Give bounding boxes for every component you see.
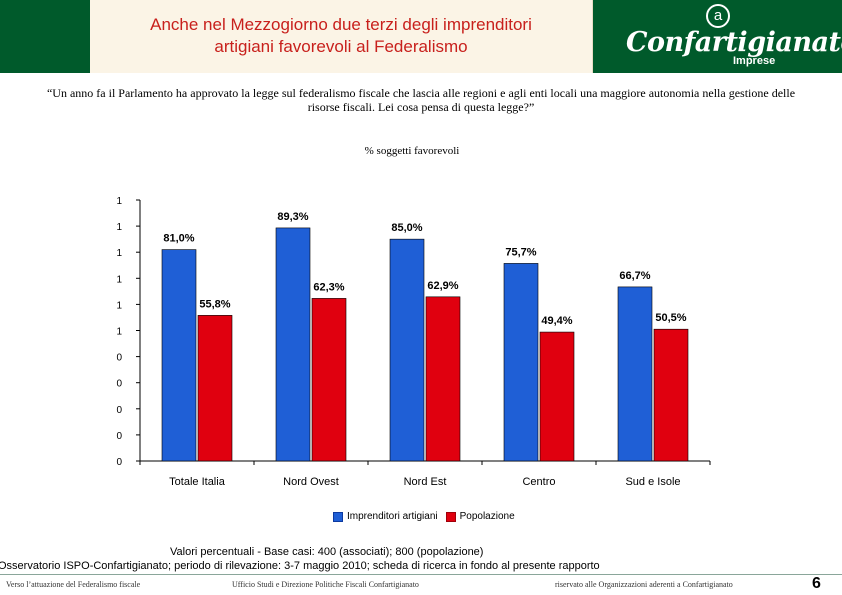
footer-divider xyxy=(0,574,842,575)
y-tick-label: 1 xyxy=(116,327,122,338)
legend-swatch-artigiani xyxy=(333,511,343,522)
title-line-2: artigiani favorevoli al Federalismo xyxy=(214,37,468,56)
y-tick-label: 0 xyxy=(116,405,122,416)
y-tick-label: 0 xyxy=(116,457,122,468)
logo-subtitle: Imprese xyxy=(733,55,776,67)
y-tick-label: 1 xyxy=(116,300,122,311)
data-label: 75,7% xyxy=(505,246,536,258)
legend-item-artigiani: Imprenditori artigiani xyxy=(333,511,438,522)
data-label: 85,0% xyxy=(391,222,422,234)
bar-artigiani xyxy=(503,263,539,462)
x-category-label: Nord Est xyxy=(404,476,447,488)
page-title: Anche nel Mezzogiorno due terzi degli im… xyxy=(90,14,592,58)
x-category-label: Nord Ovest xyxy=(283,476,339,488)
data-label: 89,3% xyxy=(277,211,308,223)
data-label: 81,0% xyxy=(163,233,194,245)
title-line-1: Anche nel Mezzogiorno due terzi degli im… xyxy=(150,15,532,34)
footer-right: riservato alle Organizzazioni aderenti a… xyxy=(555,580,733,589)
legend-item-popolazione: Popolazione xyxy=(445,511,515,522)
y-tick-label: 0 xyxy=(116,431,122,442)
page-number: 6 xyxy=(812,575,821,592)
unit-label: % soggetti favorevoli xyxy=(364,145,460,157)
data-label: 66,7% xyxy=(619,270,650,282)
y-tick-label: 1 xyxy=(116,274,122,285)
bar-popolazione xyxy=(653,328,689,462)
bar-popolazione xyxy=(311,298,347,462)
y-tick-label: 0 xyxy=(116,353,122,364)
bar-popolazione xyxy=(539,331,575,462)
chart-legend: Imprenditori artigiani Popolazione xyxy=(333,511,523,522)
footer-center: Ufficio Studi e Direzione Politiche Fisc… xyxy=(232,580,419,589)
bar-popolazione xyxy=(425,296,461,462)
x-category-label: Totale Italia xyxy=(169,476,226,488)
data-label: 62,9% xyxy=(427,280,458,292)
source-note: Osservatorio ISPO-Confartigianato; perio… xyxy=(0,560,600,572)
x-category-label: Centro xyxy=(522,476,555,488)
title-box: Anche nel Mezzogiorno due terzi degli im… xyxy=(90,0,593,73)
logo-name: Confartigianato xyxy=(626,27,842,58)
y-tick-label: 1 xyxy=(116,222,122,233)
bar-artigiani xyxy=(389,238,425,462)
footer-left: Verso l’attuazione del Federalismo fisca… xyxy=(6,580,141,589)
bar-artigiani xyxy=(617,286,653,462)
bar-artigiani xyxy=(275,227,311,462)
y-tick-label: 1 xyxy=(116,248,122,259)
y-tick-label: 1 xyxy=(116,196,122,207)
legend-label-artigiani: Imprenditori artigiani xyxy=(347,511,438,522)
data-label: 55,8% xyxy=(199,298,230,310)
legend-swatch-popolazione xyxy=(445,511,456,522)
logo-mark-icon: a xyxy=(706,4,730,28)
bar-popolazione xyxy=(197,315,233,462)
data-label: 62,3% xyxy=(313,281,344,293)
survey-question: “Un anno fa il Parlamento ha approvato l… xyxy=(46,86,796,114)
bar-artigiani xyxy=(161,249,197,462)
y-tick-label: 0 xyxy=(116,379,122,390)
data-label: 49,4% xyxy=(541,315,572,327)
data-label: 50,5% xyxy=(655,312,686,324)
base-note: Valori percentuali - Base casi: 400 (ass… xyxy=(170,546,484,558)
legend-label-popolazione: Popolazione xyxy=(459,511,515,522)
confartigianato-logo: a Confartigianato Imprese xyxy=(620,0,842,73)
x-category-label: Sud e Isole xyxy=(625,476,680,488)
